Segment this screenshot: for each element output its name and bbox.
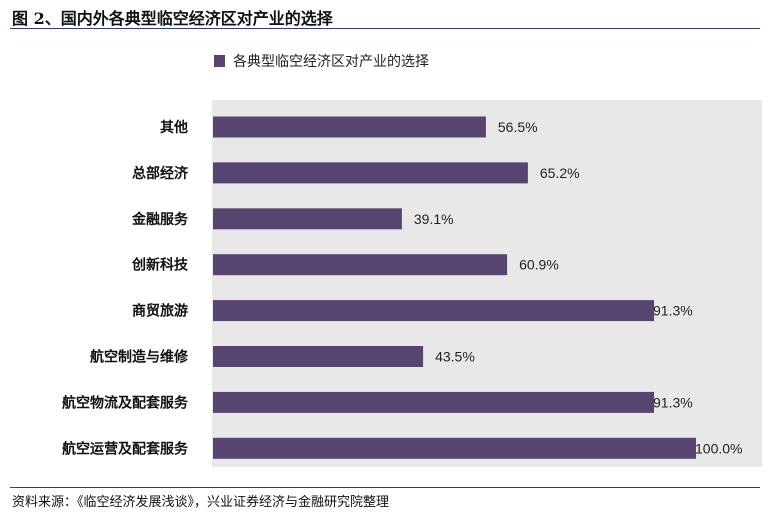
bar-1 (213, 162, 528, 184)
value-label-5: 43.5% (435, 349, 475, 365)
bar-2 (213, 208, 402, 230)
value-label-7: 100.0% (695, 440, 742, 456)
category-label-7: 航空运营及配套服务 (62, 440, 189, 457)
category-label-5: 航空制造与维修 (90, 349, 189, 366)
bar-7 (213, 437, 696, 459)
value-label-2: 39.1% (414, 211, 454, 227)
category-label-3: 创新科技 (131, 257, 189, 274)
value-label-3: 60.9% (519, 257, 559, 273)
bar-4 (213, 300, 654, 322)
bar-3 (213, 254, 508, 276)
bar-5 (213, 346, 424, 367)
source-rule (10, 487, 760, 488)
legend-swatch (214, 55, 225, 67)
legend-label: 各典型临空经济区对产业的选择 (233, 54, 429, 70)
value-label-6: 91.3% (653, 394, 693, 410)
value-label-0: 56.5% (498, 119, 538, 135)
category-label-4: 商贸旅游 (132, 303, 188, 320)
category-label-0: 其他 (160, 119, 188, 136)
legend: 各典型临空经济区对产业的选择 (214, 51, 429, 71)
category-label-6: 航空物流及配套服务 (62, 394, 189, 411)
figure-title: 图 2、国内外各典型临空经济区对产业的选择 (12, 9, 333, 28)
category-label-2: 金融服务 (131, 211, 189, 228)
value-label-4: 91.3% (653, 303, 693, 319)
title-rule (10, 28, 760, 29)
source-note: 资料来源：《临空经济发展浅谈》，兴业证券经济与金融研究院整理 (12, 495, 390, 510)
bar-0 (213, 116, 486, 138)
category-label-1: 总部经济 (132, 165, 189, 182)
value-label-1: 65.2% (540, 165, 580, 181)
bar-6 (213, 391, 654, 413)
